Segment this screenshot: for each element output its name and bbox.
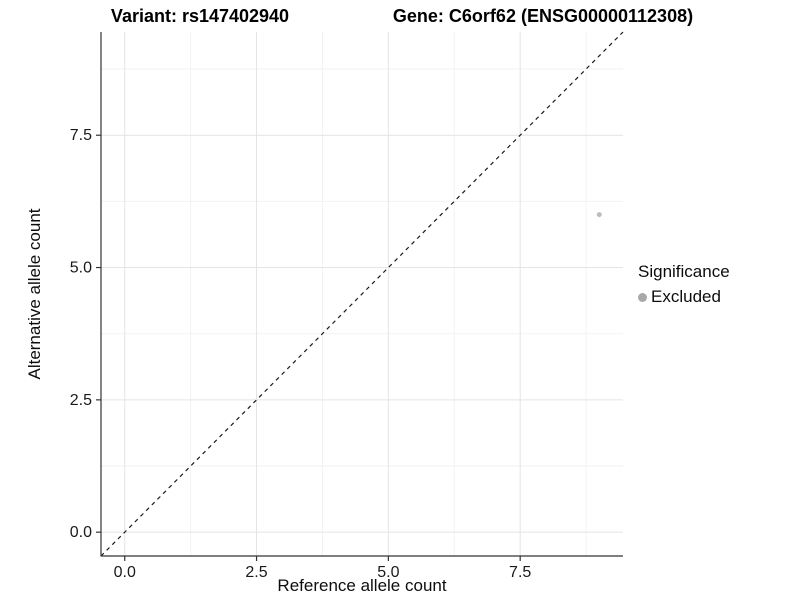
y-tick-label: 7.5 bbox=[70, 127, 92, 144]
x-tick-label: 0.0 bbox=[114, 564, 136, 581]
x-tick-label: 5.0 bbox=[377, 564, 399, 581]
legend-key-dot-icon bbox=[638, 292, 647, 302]
x-tick-label: 2.5 bbox=[245, 564, 267, 581]
y-tick-label: 0.0 bbox=[70, 524, 92, 541]
plot-title-gene: Gene: C6orf62 (ENSG00000112308) bbox=[392, 6, 694, 26]
x-tick-label: 7.5 bbox=[509, 564, 531, 581]
legend-item-excluded: Excluded bbox=[638, 287, 798, 307]
legend-item-label: Excluded bbox=[651, 287, 721, 306]
legend-title: Significance bbox=[638, 262, 730, 281]
y-tick-label: 2.5 bbox=[70, 392, 92, 409]
plot-title-variant: Variant: rs147402940 bbox=[110, 6, 290, 26]
x-axis-title: Reference allele count bbox=[277, 576, 447, 595]
y-tick-label: 5.0 bbox=[70, 260, 92, 277]
data-point bbox=[596, 212, 602, 218]
legend: Significance Excluded bbox=[638, 262, 798, 307]
identity-reference-line bbox=[100, 31, 624, 557]
y-axis-title: Alternative allele count bbox=[25, 208, 44, 380]
